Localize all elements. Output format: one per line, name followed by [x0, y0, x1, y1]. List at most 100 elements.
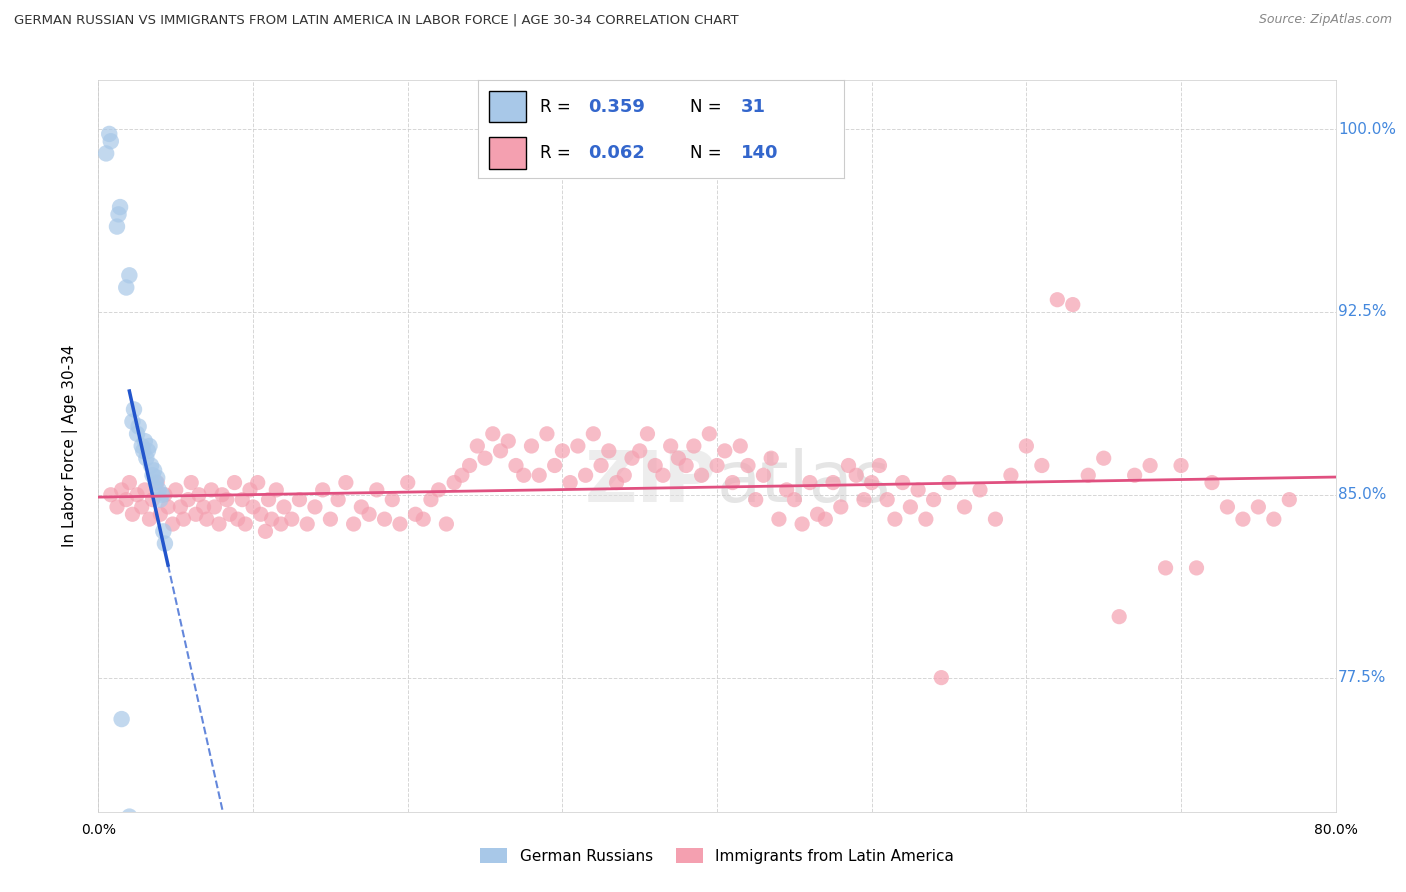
Point	[1123, 468, 1146, 483]
Point	[567, 439, 589, 453]
Point	[1108, 609, 1130, 624]
Point	[884, 512, 907, 526]
Text: ZIP: ZIP	[585, 448, 717, 517]
Text: GERMAN RUSSIAN VS IMMIGRANTS FROM LATIN AMERICA IN LABOR FORCE | AGE 30-34 CORRE: GERMAN RUSSIAN VS IMMIGRANTS FROM LATIN …	[14, 13, 738, 27]
Point	[162, 516, 184, 531]
Point	[489, 443, 512, 458]
Point	[543, 458, 565, 473]
Point	[752, 468, 775, 483]
Point	[215, 492, 238, 507]
Point	[200, 483, 222, 497]
Point	[1247, 500, 1270, 514]
Point	[138, 439, 160, 453]
Point	[224, 475, 246, 490]
Point	[405, 508, 427, 522]
Point	[132, 443, 155, 458]
Text: 0.0%: 0.0%	[82, 822, 115, 837]
Point	[184, 508, 207, 522]
Point	[659, 439, 682, 453]
Point	[260, 512, 283, 526]
Point	[1201, 475, 1223, 490]
Point	[254, 524, 277, 539]
Point	[138, 512, 160, 526]
Point	[242, 500, 264, 514]
Point	[761, 451, 783, 466]
Point	[374, 512, 396, 526]
Point	[396, 475, 419, 490]
Point	[312, 483, 335, 497]
Point	[953, 500, 976, 514]
Point	[149, 508, 172, 522]
Point	[651, 468, 673, 483]
Point	[598, 443, 620, 458]
Point	[105, 219, 128, 234]
Point	[257, 492, 280, 507]
Point	[1046, 293, 1069, 307]
Point	[666, 451, 689, 466]
Point	[273, 500, 295, 514]
Point	[891, 475, 914, 490]
Point	[157, 500, 180, 514]
Point	[297, 516, 319, 531]
Point	[1232, 512, 1254, 526]
Point	[830, 500, 852, 514]
Text: R =: R =	[540, 98, 576, 116]
Point	[153, 488, 176, 502]
Point	[146, 471, 169, 485]
Point	[474, 451, 496, 466]
Point	[536, 426, 558, 441]
Point	[838, 458, 860, 473]
Point	[551, 443, 574, 458]
Point	[111, 483, 132, 497]
Point	[1092, 451, 1115, 466]
Point	[721, 475, 744, 490]
Point	[381, 492, 404, 507]
Point	[690, 468, 713, 483]
Point	[100, 134, 122, 148]
Point	[350, 500, 373, 514]
Point	[195, 512, 218, 526]
Point	[204, 500, 226, 514]
Point	[288, 492, 311, 507]
Point	[111, 712, 132, 726]
Text: 77.5%: 77.5%	[1339, 670, 1386, 685]
Point	[96, 146, 118, 161]
Point	[984, 512, 1007, 526]
FancyBboxPatch shape	[489, 91, 526, 122]
Point	[714, 443, 737, 458]
Point	[1278, 492, 1301, 507]
Point	[1077, 468, 1099, 483]
Point	[876, 492, 898, 507]
Point	[938, 475, 960, 490]
Point	[814, 512, 837, 526]
Point	[146, 475, 169, 490]
Point	[443, 475, 465, 490]
Point	[177, 492, 200, 507]
Point	[505, 458, 527, 473]
Point	[931, 671, 953, 685]
Y-axis label: In Labor Force | Age 30-34: In Labor Force | Age 30-34	[62, 344, 77, 548]
Point	[127, 488, 149, 502]
Point	[357, 508, 380, 522]
Text: 31: 31	[741, 98, 766, 116]
Point	[165, 483, 187, 497]
Point	[136, 443, 159, 458]
Text: 92.5%: 92.5%	[1339, 304, 1386, 319]
Point	[100, 488, 122, 502]
Point	[127, 426, 149, 441]
Point	[458, 458, 481, 473]
Point	[799, 475, 821, 490]
Point	[481, 426, 505, 441]
Point	[1170, 458, 1192, 473]
Point	[134, 434, 156, 449]
Point	[1154, 561, 1177, 575]
Point	[450, 468, 472, 483]
Point	[683, 439, 706, 453]
Text: 0.062: 0.062	[588, 144, 644, 161]
Point	[145, 475, 167, 490]
Point	[412, 512, 434, 526]
Point	[319, 512, 342, 526]
Point	[122, 402, 145, 417]
Point	[737, 458, 759, 473]
Point	[239, 483, 262, 497]
